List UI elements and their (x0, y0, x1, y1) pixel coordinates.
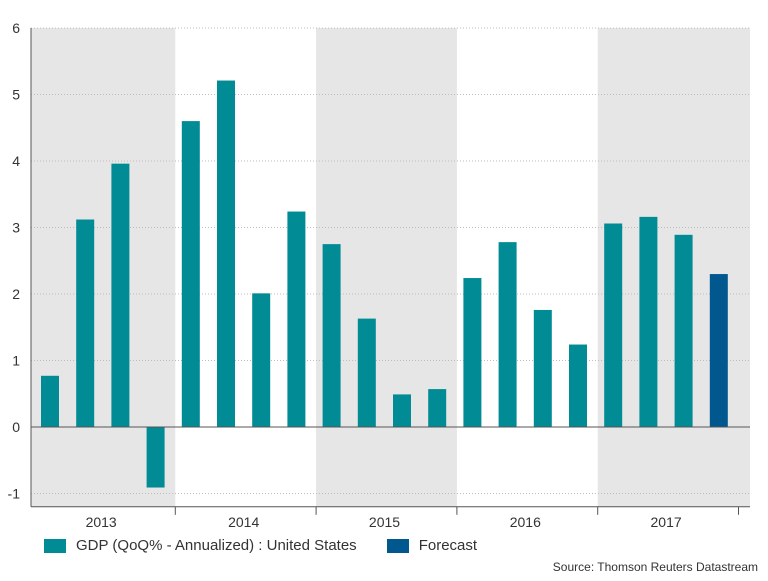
y-tick-label: 0 (12, 419, 20, 435)
gdp-bar-14 (498, 242, 517, 427)
gdp-bar-4 (146, 427, 165, 488)
legend-item-gdp: GDP (QoQ% - Annualized) : United States (44, 537, 357, 554)
y-tick-label: 1 (12, 353, 20, 369)
x-tick-label-2013: 2013 (86, 514, 117, 530)
gdp-bar-15 (533, 309, 552, 427)
gdp-bar-12 (428, 389, 447, 427)
gdp-bar-5 (181, 121, 200, 427)
gdp-bar-18 (639, 216, 658, 427)
x-tick-label-2015: 2015 (369, 514, 400, 530)
gdp-bar-19 (674, 234, 693, 427)
legend-label-gdp: GDP (QoQ% - Annualized) : United States (76, 537, 357, 554)
x-tick-label-2016: 2016 (510, 514, 541, 530)
legend-swatch-gdp (44, 538, 66, 553)
source-note: Source: Thomson Reuters Datastream (552, 560, 758, 574)
y-tick-label: 3 (12, 220, 20, 236)
gdp-bar-6 (217, 80, 235, 427)
gdp-bar-10 (357, 318, 376, 427)
gdp-bar-3 (111, 163, 130, 427)
y-tick-label: 4 (12, 153, 20, 169)
y-tick-label: 5 (12, 87, 20, 103)
gdp-bar-9 (322, 244, 341, 427)
gdp-bar-11 (393, 394, 411, 427)
gdp-bar-2 (76, 219, 95, 427)
legend-item-forecast: Forecast (386, 537, 478, 554)
forecast-bar-20 (709, 274, 728, 427)
gdp-bar-16 (569, 344, 587, 427)
legend-swatch-forecast (386, 538, 409, 553)
y-tick-label: -1 (8, 486, 21, 502)
legend: GDP (QoQ% - Annualized) : United States … (44, 537, 507, 554)
gdp-bar-7 (252, 293, 271, 427)
gdp-bar-1 (41, 375, 59, 427)
gdp-bar-8 (287, 211, 306, 427)
y-tick-label: 6 (12, 20, 20, 36)
x-tick-label-2014: 2014 (228, 514, 259, 530)
legend-label-forecast: Forecast (418, 537, 478, 554)
gdp-bar-17 (604, 223, 623, 427)
gdp-bar-13 (463, 278, 482, 427)
y-tick-label: 2 (12, 286, 20, 302)
x-tick-label-2017: 2017 (651, 514, 682, 530)
